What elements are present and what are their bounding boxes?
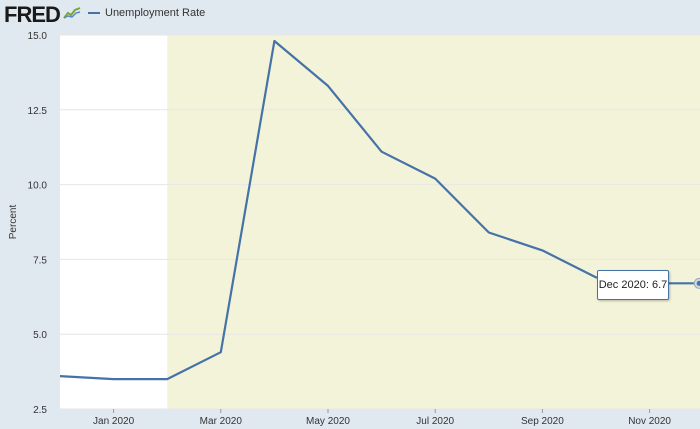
data-point [167,379,168,380]
y-axis-label: Percent [8,205,19,240]
x-tick-label: Jul 2020 [416,416,454,427]
fred-graph-icon [63,7,81,19]
fred-logo[interactable]: FRED [4,2,61,27]
data-point [220,352,221,353]
tooltip-value: 6.7 [651,279,668,291]
data-point [113,379,114,380]
data-point [435,178,436,179]
y-tick-label: 7.5 [33,255,47,266]
legend[interactable]: Unemployment Rate [88,7,205,19]
x-tick-label: Nov 2020 [628,416,671,427]
data-point [488,232,489,233]
data-point [381,151,382,152]
data-point [328,85,329,86]
recession-band [167,35,700,409]
x-tick-label: Mar 2020 [200,416,243,427]
data-point [60,376,61,377]
legend-swatch [88,12,100,15]
series-line [59,39,700,381]
data-point [274,40,275,41]
data-tooltip: Dec 2020: 6.7 [597,270,669,300]
y-tick-label: 10.0 [28,181,48,192]
hover-marker-dot [696,280,700,286]
y-tick-label: 2.5 [33,405,47,416]
tooltip-label: Dec 2020: [598,279,649,291]
x-tick-label: May 2020 [306,416,350,427]
y-tick-label: 12.5 [28,106,48,117]
x-tick-label: Sep 2020 [521,416,564,427]
y-tick-label: 15.0 [28,31,48,42]
legend-label: Unemployment Rate [105,7,206,19]
y-tick-label: 5.0 [33,330,47,341]
header: FRED Unemployment Rate [0,0,700,34]
data-point [542,250,543,251]
x-tick-label: Jan 2020 [93,416,135,427]
